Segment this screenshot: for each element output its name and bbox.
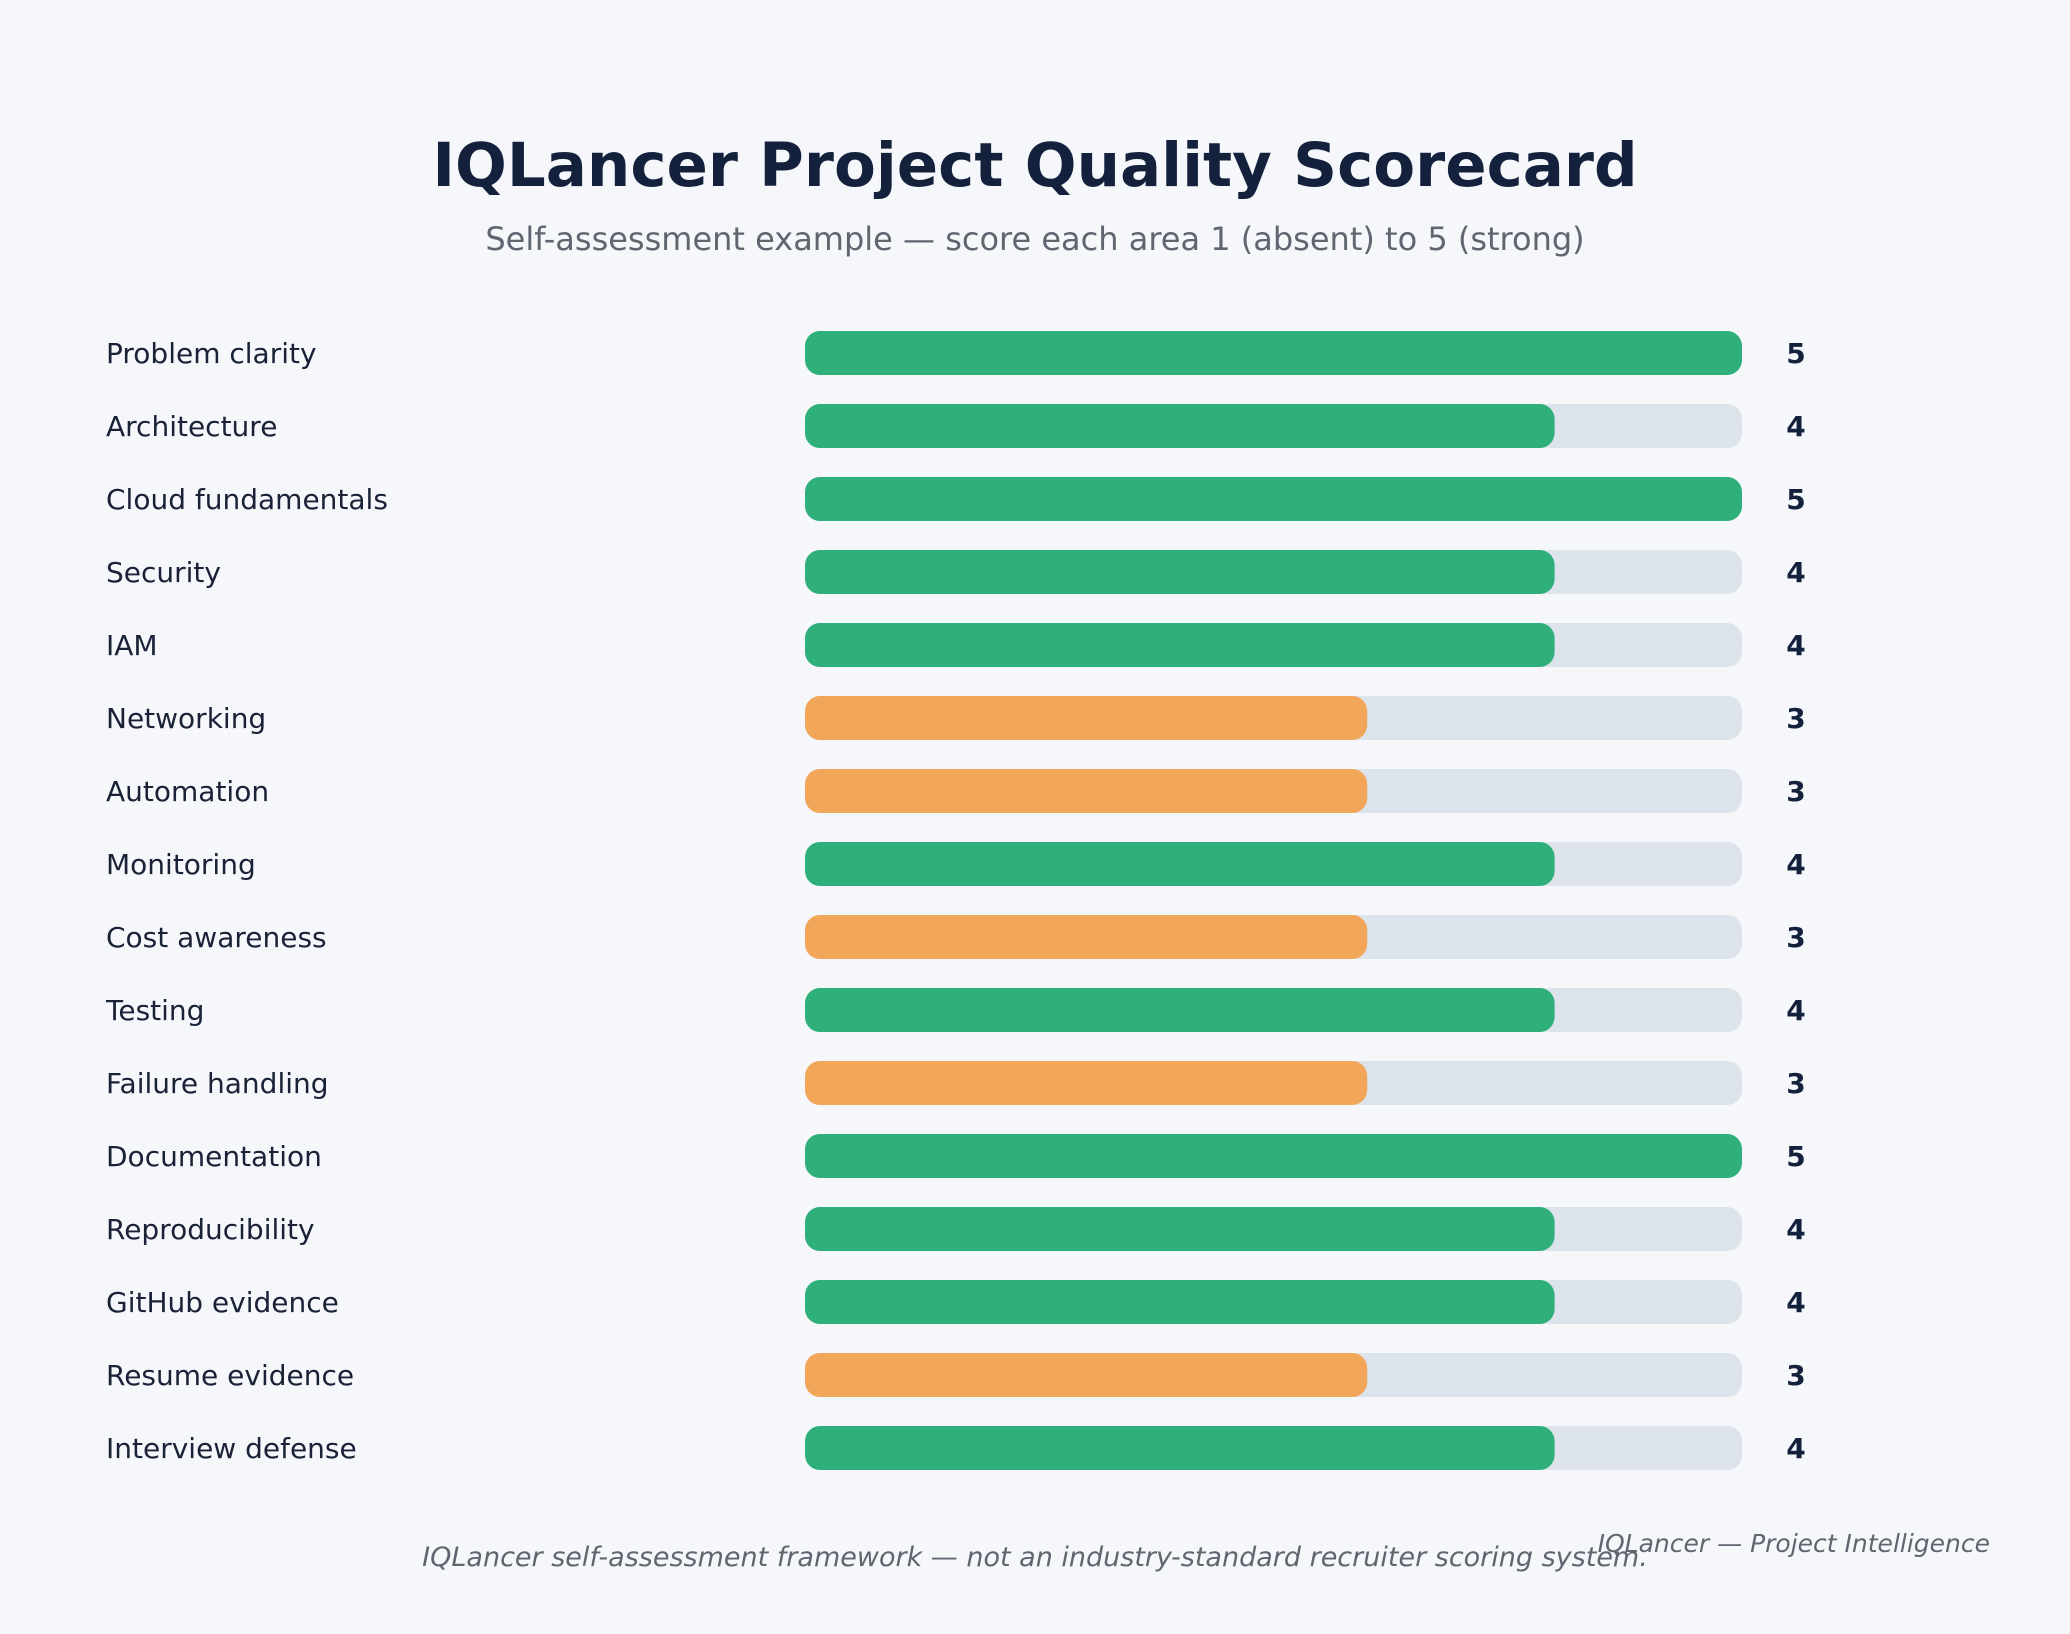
- score-bar: [805, 477, 1742, 521]
- category-label: Testing: [105, 994, 204, 1027]
- score-value-label: 3: [1786, 921, 1805, 954]
- score-value-label: 5: [1786, 483, 1805, 516]
- score-value-label: 5: [1786, 337, 1805, 370]
- score-value-label: 4: [1786, 629, 1805, 662]
- category-label: GitHub evidence: [106, 1286, 339, 1319]
- category-label: Cloud fundamentals: [106, 483, 388, 516]
- category-label: Failure handling: [106, 1067, 329, 1100]
- score-bar: [805, 696, 1368, 740]
- score-bar: [805, 988, 1555, 1032]
- category-label: Architecture: [106, 410, 277, 443]
- score-bar: [805, 1280, 1555, 1324]
- score-bar: [805, 404, 1555, 448]
- category-label: Resume evidence: [106, 1359, 354, 1392]
- score-value-label: 3: [1786, 775, 1805, 808]
- footer-note: IQLancer self-assessment framework — not…: [422, 1542, 1648, 1573]
- score-value-label: 3: [1786, 1359, 1805, 1392]
- score-bar: [805, 1134, 1742, 1178]
- score-bar: [805, 550, 1555, 594]
- score-value-label: 3: [1786, 1067, 1805, 1100]
- score-bar: [805, 769, 1368, 813]
- category-label: Interview defense: [106, 1432, 357, 1465]
- score-value-label: 3: [1786, 702, 1805, 735]
- category-label: Security: [106, 556, 221, 589]
- category-label: Documentation: [106, 1140, 322, 1173]
- category-label: IAM: [106, 629, 158, 662]
- score-bar: [805, 331, 1742, 375]
- category-label: Networking: [106, 702, 266, 735]
- score-value-label: 5: [1786, 1140, 1805, 1173]
- category-label: Monitoring: [106, 848, 256, 881]
- score-bar: [805, 842, 1555, 886]
- score-value-label: 4: [1786, 410, 1805, 443]
- category-label: Cost awareness: [106, 921, 327, 954]
- chart-subtitle: Self-assessment example — score each are…: [485, 220, 1585, 258]
- score-value-label: 4: [1786, 1213, 1805, 1246]
- score-value-label: 4: [1786, 1432, 1805, 1465]
- score-bar: [805, 623, 1555, 667]
- score-bar: [805, 1207, 1555, 1251]
- category-label: Reproducibility: [106, 1213, 315, 1246]
- brand-credit: IQLancer — Project Intelligence: [1597, 1529, 1990, 1558]
- category-label: Problem clarity: [106, 337, 317, 370]
- score-value-label: 4: [1786, 848, 1805, 881]
- score-bar: [805, 1061, 1368, 1105]
- category-label: Automation: [106, 775, 269, 808]
- chart-title: IQLancer Project Quality Scorecard: [432, 130, 1638, 201]
- score-value-label: 4: [1786, 1286, 1805, 1319]
- score-bar: [805, 1426, 1555, 1470]
- score-bar: [805, 915, 1368, 959]
- score-value-label: 4: [1786, 556, 1805, 589]
- score-value-label: 4: [1786, 994, 1805, 1027]
- score-bar: [805, 1353, 1368, 1397]
